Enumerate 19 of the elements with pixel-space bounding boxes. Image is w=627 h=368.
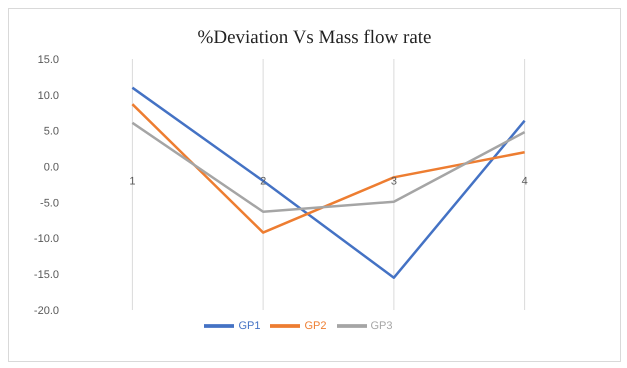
y-tick-label: 10.0	[38, 90, 59, 102]
line-series	[131, 122, 526, 213]
y-tick-label: 5.0	[44, 126, 59, 138]
legend-label: GP2	[304, 320, 326, 332]
x-tick-label: 1	[129, 176, 136, 188]
y-tick-label: -20.0	[34, 304, 59, 317]
y-tick-label: 0.0	[44, 161, 59, 174]
x-tick-label: 4	[522, 176, 528, 188]
x-tick-label: 3	[390, 176, 397, 188]
y-tick-label: -15.0	[34, 269, 59, 282]
y-tick-label: 15.0	[38, 54, 59, 66]
x-tick-label: 2	[260, 176, 266, 188]
legend-label: GP3	[370, 320, 393, 332]
y-tick-label: -10.0	[34, 233, 59, 246]
y-tick-label: -5.0	[40, 197, 59, 210]
line-series	[131, 86, 526, 279]
line-series	[131, 102, 526, 234]
legend-label: GP1	[238, 320, 260, 332]
chart-title: %Deviation Vs Mass flow rate	[196, 27, 432, 49]
